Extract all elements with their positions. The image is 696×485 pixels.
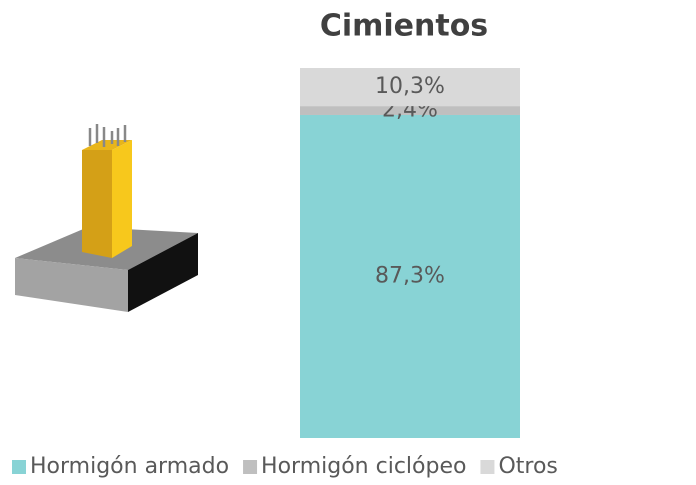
value-label: 10,3%	[375, 74, 445, 99]
legend-swatch	[12, 460, 26, 474]
bar-segment	[300, 106, 520, 115]
legend-label: Hormigón armado	[30, 454, 229, 479]
foundation-illustration	[15, 124, 198, 312]
value-label: 87,3%	[375, 263, 445, 288]
bar-segment	[300, 114, 520, 439]
legend-swatch	[243, 460, 258, 474]
legend-label: Hormigón ciclópeo	[261, 454, 466, 479]
bar-segment	[300, 68, 520, 107]
legend-label: Otros	[498, 454, 557, 479]
chart-title: Cimientos	[320, 9, 488, 44]
legend-swatch	[480, 460, 495, 474]
